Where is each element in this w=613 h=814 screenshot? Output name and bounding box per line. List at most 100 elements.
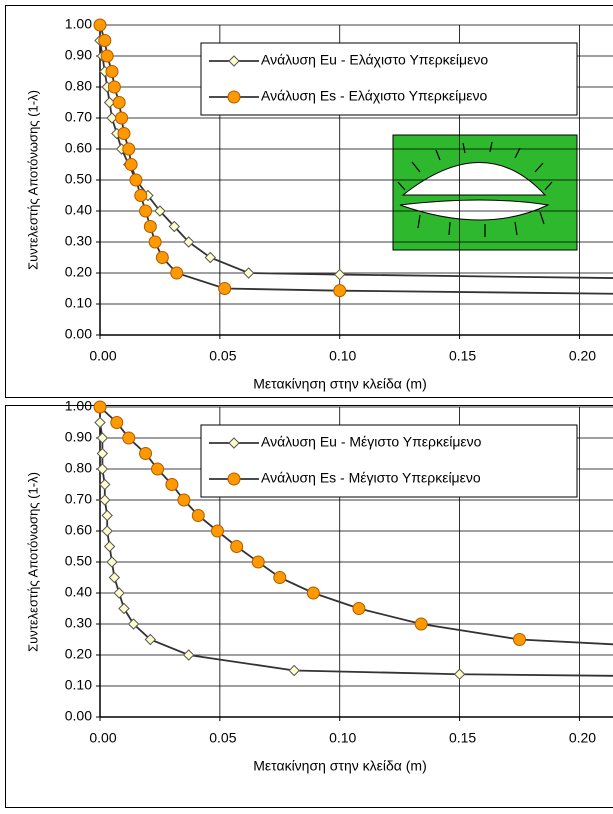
data-point [112, 96, 126, 109]
data-point [134, 189, 148, 202]
y-tick-label: 0.70 [65, 109, 92, 125]
data-point [93, 18, 107, 32]
data-point [100, 49, 114, 63]
x-axis-label: Μετακίνηση στην κλείδα (m) [253, 758, 427, 774]
data-point [113, 587, 125, 599]
y-tick-label: 0.90 [65, 47, 92, 63]
y-axis-label: Συντελεστής Αποτόνωσης (1-λ) [25, 90, 40, 270]
data-point [105, 65, 119, 78]
legend-marker [227, 90, 241, 104]
data-point [306, 586, 320, 600]
data-point [177, 493, 191, 507]
data-point [101, 509, 113, 522]
x-tick-label: 0.10 [329, 348, 356, 364]
data-point [155, 251, 169, 264]
data-point [414, 617, 428, 631]
data-point [144, 633, 157, 646]
data-point [127, 618, 140, 630]
y-tick-label: 0.80 [65, 78, 92, 94]
y-tick-label: 0.90 [65, 429, 92, 445]
data-point [99, 494, 111, 506]
data-point [143, 220, 157, 233]
data-point [122, 142, 136, 156]
data-point [154, 205, 166, 217]
data-point [170, 266, 184, 280]
data-point [182, 649, 195, 661]
y-tick-label: 0.40 [65, 584, 92, 600]
data-point [333, 284, 347, 298]
legend-box [200, 424, 578, 498]
data-point [218, 282, 232, 295]
y-tick-label: 0.00 [65, 326, 92, 342]
data-point [122, 431, 136, 445]
data-point [101, 525, 113, 537]
data-point [453, 668, 466, 680]
data-point [251, 555, 265, 569]
data-point [151, 462, 165, 476]
data-point [96, 432, 109, 444]
data-point [96, 463, 109, 475]
y-tick-label: 1.00 [65, 16, 92, 32]
data-point [98, 34, 112, 47]
y-tick-label: 0.00 [65, 708, 92, 724]
data-point [230, 540, 244, 553]
x-tick-label: 0.20 [569, 730, 596, 746]
y-tick-label: 0.30 [65, 233, 92, 249]
legend-label: Ανάλυση Eu - Ελάχιστο Υπερκείμενο [261, 52, 488, 68]
y-tick-label: 0.20 [65, 264, 92, 280]
y-tick-label: 0.50 [65, 553, 92, 569]
data-point [165, 478, 179, 491]
data-point [513, 633, 527, 646]
data-point [117, 127, 131, 140]
y-tick-label: 0.80 [65, 460, 92, 476]
y-tick-label: 0.50 [65, 171, 92, 187]
data-point [129, 173, 143, 187]
data-point [108, 571, 121, 584]
data-point [115, 111, 129, 125]
data-point [273, 571, 287, 584]
y-tick-label: 1.00 [65, 398, 92, 414]
x-tick-label: 0.05 [209, 348, 236, 364]
y-tick-label: 0.70 [65, 491, 92, 507]
data-point [139, 447, 153, 460]
x-tick-label: 0.20 [569, 348, 596, 364]
legend-label: Ανάλυση Es - Ελάχιστο Υπερκείμενο [261, 88, 488, 104]
inset-diagram [392, 134, 578, 251]
legend-box [200, 42, 578, 116]
x-tick-label: 0.15 [449, 348, 476, 364]
data-point [139, 204, 153, 218]
data-point [242, 267, 255, 279]
data-point [168, 220, 181, 233]
y-tick-label: 0.20 [65, 646, 92, 662]
x-tick-label: 0.15 [449, 730, 476, 746]
data-point [352, 602, 366, 615]
data-point [103, 540, 116, 553]
legend-label: Ανάλυση Es - Μέγιστο Υπερκείμενο [261, 470, 481, 486]
y-tick-label: 0.40 [65, 202, 92, 218]
x-tick-label: 0.10 [329, 730, 356, 746]
data-point [106, 556, 118, 568]
data-point [191, 509, 205, 522]
data-point [334, 268, 346, 281]
x-axis-label: Μετακίνηση στην κλείδα (m) [253, 376, 427, 392]
data-point [110, 416, 124, 429]
data-point [124, 158, 138, 171]
legend-marker [228, 55, 240, 67]
data-point [148, 235, 162, 249]
data-point [107, 80, 121, 94]
legend-marker [228, 437, 240, 449]
data-point [96, 447, 109, 460]
y-axis-label: Συντελεστής Αποτόνωσης (1-λ) [25, 472, 40, 652]
y-tick-label: 0.30 [65, 615, 92, 631]
y-tick-label: 0.10 [65, 295, 92, 311]
data-point [118, 602, 130, 615]
legend-marker [227, 472, 241, 486]
data-point [288, 664, 300, 677]
legend-label: Ανάλυση Eu - Μέγιστο Υπερκείμενο [261, 434, 482, 450]
x-tick-label: 0.00 [89, 730, 116, 746]
y-tick-label: 0.60 [65, 522, 92, 538]
x-tick-label: 0.00 [89, 348, 116, 364]
data-point [210, 524, 224, 538]
x-tick-label: 0.05 [209, 730, 236, 746]
